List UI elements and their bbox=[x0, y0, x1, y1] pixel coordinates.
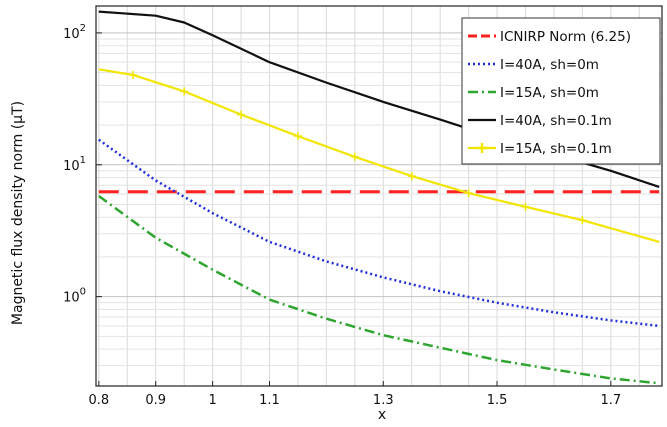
series-point bbox=[128, 70, 137, 79]
y-tick-label: 100 bbox=[63, 287, 86, 306]
series-point bbox=[464, 189, 473, 198]
series-layer bbox=[98, 10, 660, 385]
x-tick-label: 1.1 bbox=[259, 393, 280, 408]
x-tick-label: 1.5 bbox=[487, 393, 508, 408]
series-line-3 bbox=[98, 194, 660, 385]
x-tick-label: 0.9 bbox=[145, 393, 166, 408]
series-point bbox=[293, 132, 302, 141]
plot-frame bbox=[95, 5, 663, 387]
legend-label: I=15A, sh=0.1m bbox=[500, 141, 612, 157]
legend-marker bbox=[477, 143, 487, 153]
legend-label: I=40A, sh=0m bbox=[500, 57, 599, 73]
series-point bbox=[578, 216, 587, 225]
y-axis-title: Magnetic flux density norm (μT) bbox=[10, 101, 26, 325]
legend-label: ICNIRP Norm (6.25) bbox=[500, 29, 631, 45]
x-tick-label: 1 bbox=[208, 393, 216, 408]
series-point bbox=[237, 110, 246, 119]
y-tick-label: 102 bbox=[63, 23, 86, 42]
x-tick-label: 1.7 bbox=[600, 393, 621, 408]
y-tick-label: 101 bbox=[63, 155, 86, 174]
x-tick-label: 0.8 bbox=[89, 393, 110, 408]
legend-label: I=40A, sh=0.1m bbox=[500, 113, 612, 129]
series-line-2 bbox=[98, 138, 660, 328]
legend: ICNIRP Norm (6.25) I=40A, sh=0m I=15A, sh=… bbox=[461, 17, 661, 165]
series-point bbox=[407, 172, 416, 181]
x-tick-label: 1.3 bbox=[373, 393, 394, 408]
series-point bbox=[350, 152, 359, 161]
legend-label: I=15A, sh=0m bbox=[500, 85, 599, 101]
x-axis-title: x bbox=[378, 407, 386, 423]
series-point bbox=[180, 87, 189, 96]
ticks: 0.8 0.9 1 1.1 1.3 1.5 1.7 100 101 102 bbox=[63, 23, 621, 408]
series-point bbox=[521, 202, 530, 211]
axes bbox=[95, 5, 663, 387]
